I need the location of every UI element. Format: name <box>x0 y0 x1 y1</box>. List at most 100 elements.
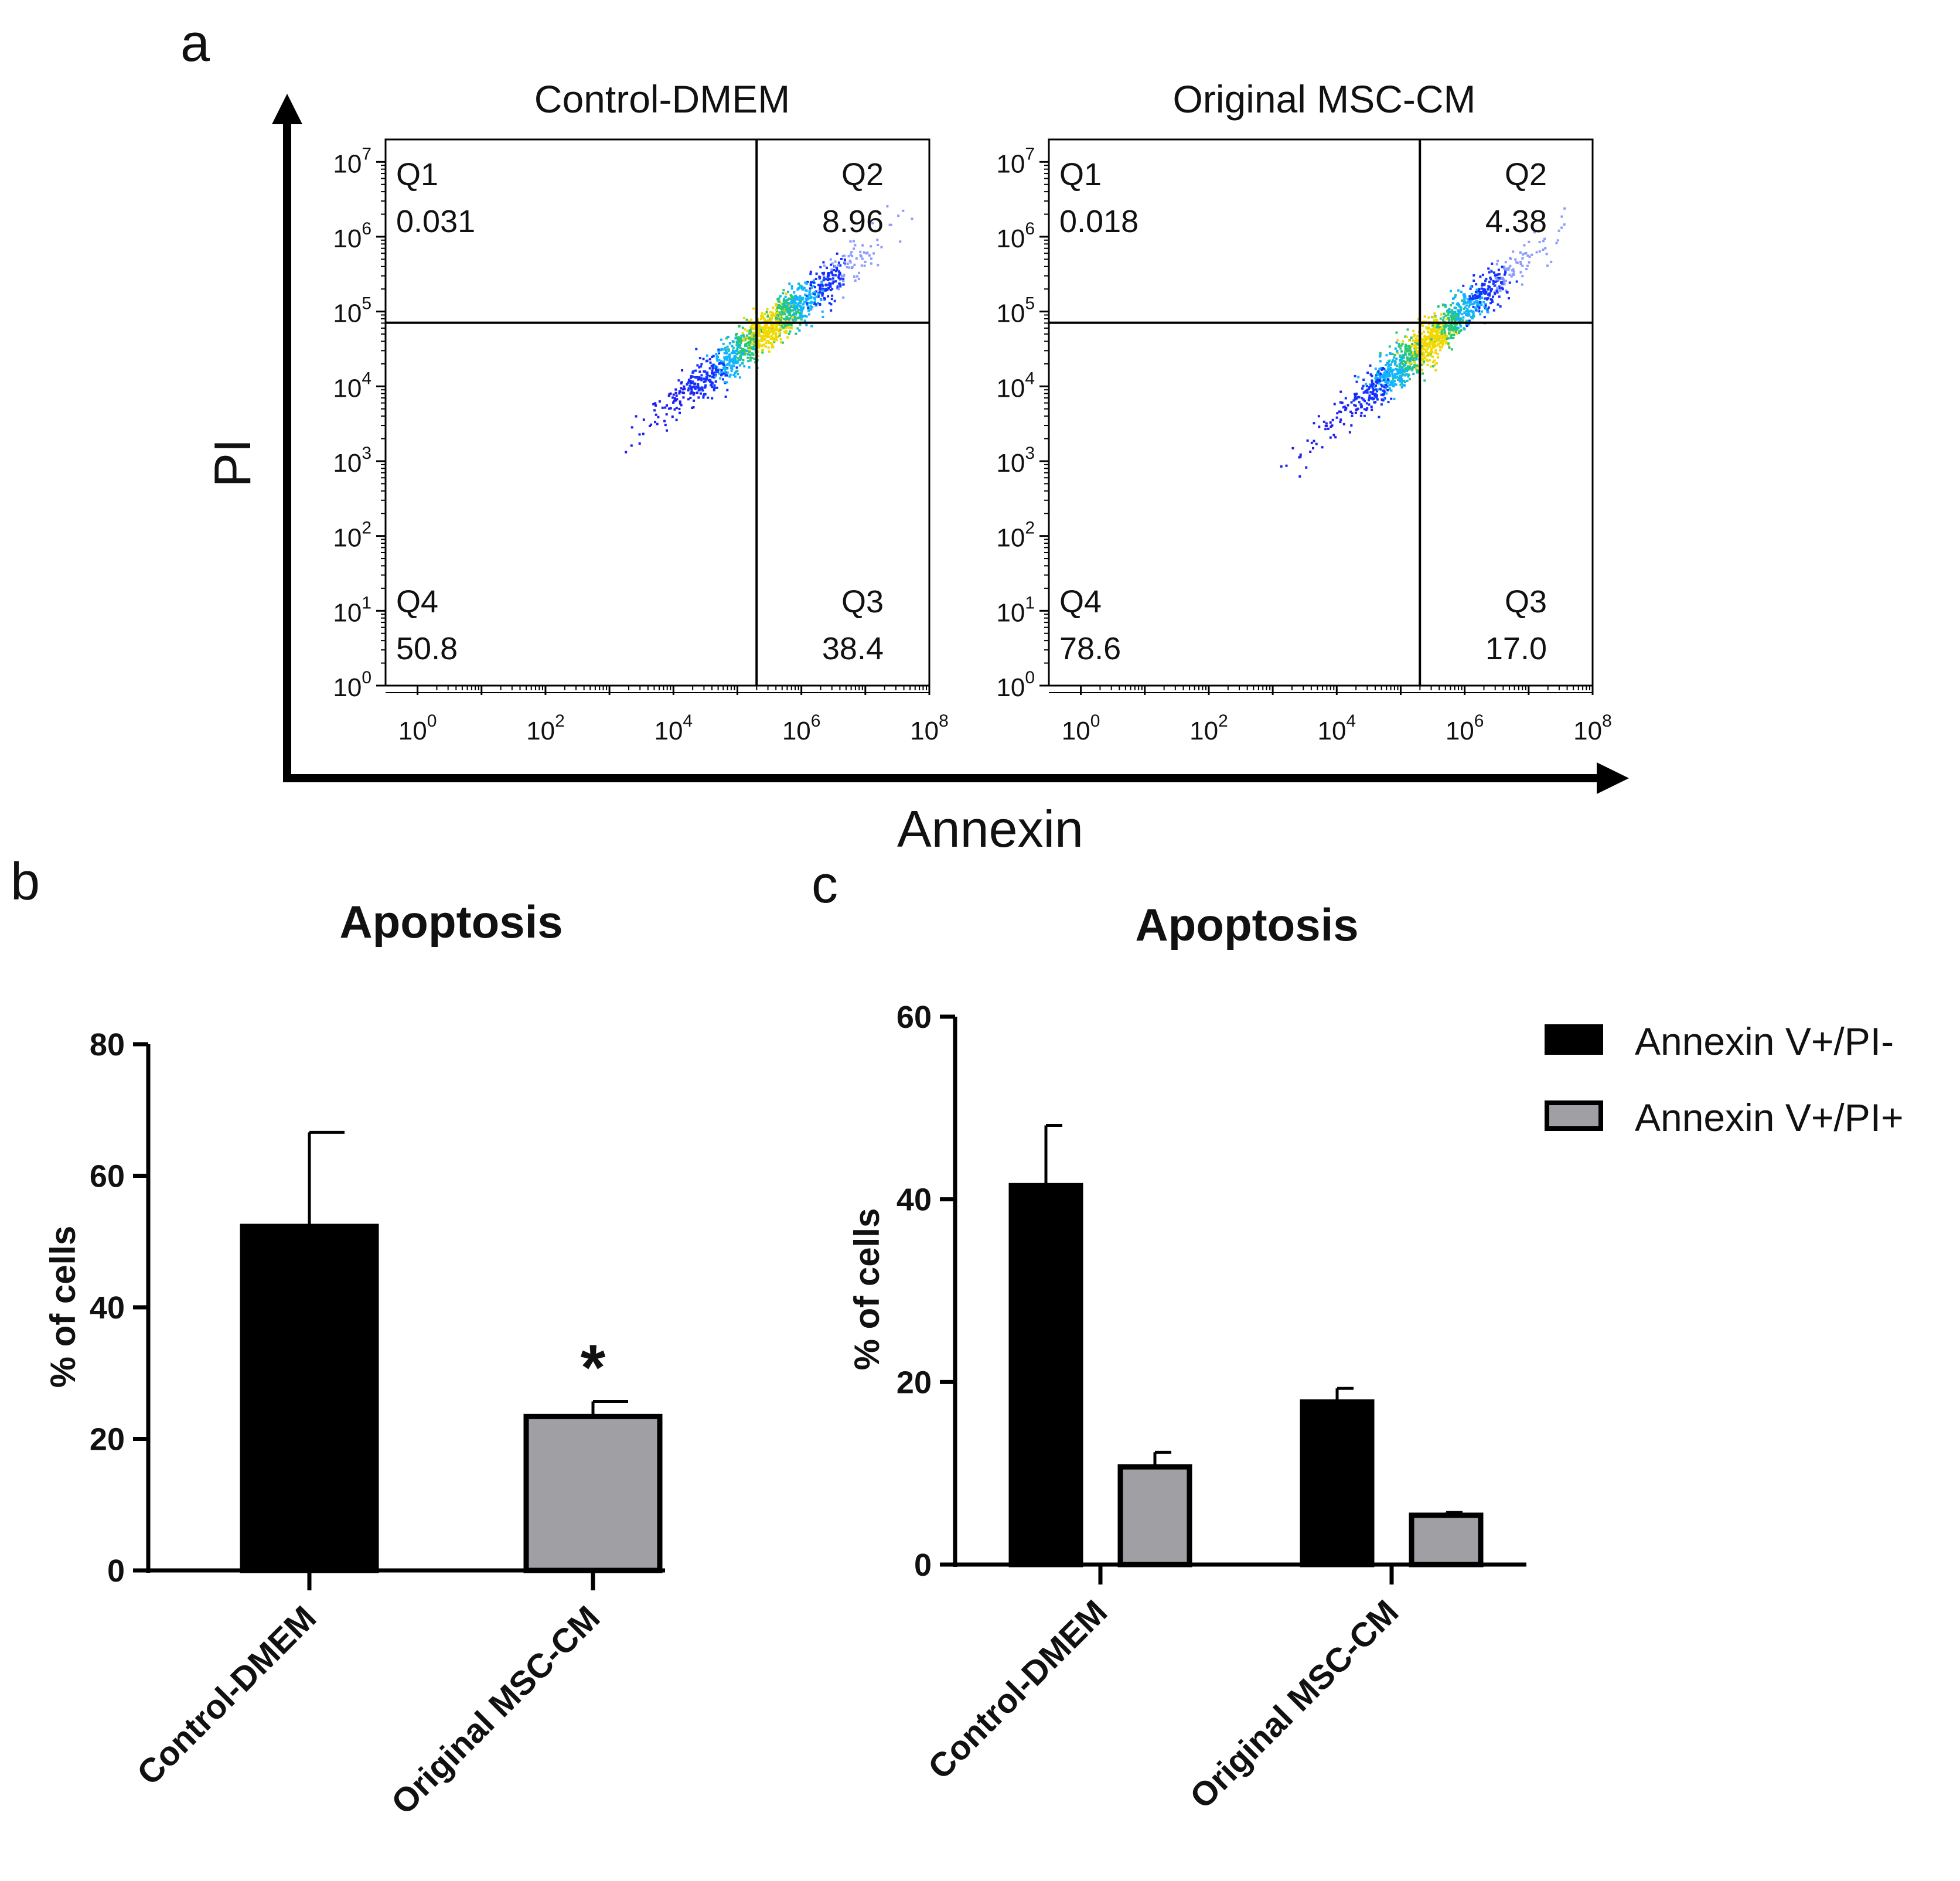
event-dot <box>753 344 756 347</box>
event-dot <box>1477 303 1480 306</box>
event-dot <box>1423 379 1426 382</box>
event-dot <box>699 392 702 395</box>
event-dot <box>830 298 833 301</box>
event-dot <box>834 270 837 272</box>
event-dot <box>1396 350 1399 353</box>
event-dot <box>772 326 775 329</box>
event-dot <box>1494 274 1497 277</box>
event-dot <box>1371 374 1373 377</box>
event-dot <box>836 267 838 270</box>
event-dot <box>713 389 715 391</box>
event-dot <box>714 380 717 383</box>
event-dot <box>1439 349 1442 352</box>
event-dot <box>1454 306 1457 309</box>
event-dot <box>776 312 779 315</box>
event-dot <box>1426 360 1429 363</box>
event-dot <box>680 382 683 385</box>
event-dot <box>799 300 801 303</box>
quadrant-percent: 50.8 <box>396 631 458 666</box>
event-dot <box>1376 381 1379 384</box>
event-dot <box>765 342 767 345</box>
event-dot <box>1447 308 1450 311</box>
event-dot <box>694 376 697 379</box>
bar <box>1300 1399 1375 1568</box>
event-dot <box>672 401 675 404</box>
event-dot <box>760 339 763 342</box>
event-dot <box>1355 408 1358 411</box>
event-dot <box>772 339 775 342</box>
event-dot <box>1429 365 1432 368</box>
event-dot <box>1386 370 1389 373</box>
event-dot <box>769 311 772 314</box>
event-dot <box>775 319 777 322</box>
event-dot <box>1400 369 1403 372</box>
event-dot <box>733 360 736 363</box>
event-dot <box>1519 271 1522 274</box>
event-dot <box>1443 339 1446 342</box>
event-dot <box>1444 314 1447 317</box>
event-dot <box>804 301 807 304</box>
event-dot <box>722 348 725 351</box>
event-dot <box>1462 316 1465 319</box>
event-dot <box>1450 289 1452 292</box>
event-dot <box>1437 339 1440 342</box>
bar-chart-title: Apoptosis <box>339 896 563 948</box>
event-dot <box>762 326 765 329</box>
event-dot <box>728 361 731 364</box>
event-dot <box>1472 274 1475 277</box>
event-dot <box>687 381 690 384</box>
event-dot <box>1420 332 1423 335</box>
y-tick-label: 106 <box>333 219 371 253</box>
x-tick-label: 108 <box>1573 711 1612 745</box>
event-dot <box>1499 289 1502 292</box>
event-dot <box>789 312 791 315</box>
event-dot <box>1487 306 1490 309</box>
event-dot <box>1342 406 1345 409</box>
y-tick-label: 0 <box>914 1548 932 1583</box>
flow-plot-control-dmem: Control-DMEMQ10.031Q28.96Q338.4Q450.8100… <box>333 77 948 745</box>
event-dot <box>654 421 656 424</box>
event-dot <box>1380 385 1383 388</box>
event-dot <box>769 326 772 329</box>
event-dot <box>1330 425 1332 428</box>
event-dot <box>777 328 780 331</box>
bar-chart-title: Apoptosis <box>1135 899 1358 950</box>
event-dot <box>1372 387 1375 390</box>
event-dot <box>656 422 659 425</box>
y-tick-label: 101 <box>333 593 371 627</box>
event-dot <box>762 343 765 346</box>
event-dot <box>716 369 719 372</box>
event-dot <box>735 349 738 352</box>
event-dot <box>749 359 752 362</box>
event-dot <box>1448 346 1451 349</box>
event-dot <box>761 316 763 319</box>
event-dot <box>1461 313 1464 316</box>
event-dot <box>1376 388 1379 391</box>
event-dot <box>817 284 820 287</box>
event-dot <box>731 345 734 347</box>
event-dot <box>1516 261 1519 264</box>
event-dot <box>1392 369 1395 372</box>
event-dot <box>778 306 781 309</box>
event-dot <box>1363 408 1366 411</box>
event-dot <box>1417 346 1420 349</box>
event-dot <box>746 342 749 345</box>
y-tick-label: 106 <box>996 219 1035 253</box>
event-dot <box>734 372 737 375</box>
event-dot <box>1461 319 1464 322</box>
event-dot <box>703 380 705 383</box>
event-dot <box>1383 386 1386 389</box>
event-dot <box>1415 338 1417 340</box>
event-dot <box>1556 239 1559 242</box>
y-tick-label: 60 <box>897 1000 932 1035</box>
event-dot <box>797 282 800 285</box>
event-dot <box>1436 333 1439 336</box>
event-dot <box>1382 399 1385 402</box>
event-dot <box>1332 434 1335 437</box>
quadrant-percent: 4.38 <box>1485 204 1547 239</box>
event-dot <box>725 374 728 377</box>
event-dot <box>784 325 787 328</box>
event-dot <box>1391 381 1394 384</box>
event-dot <box>1484 280 1487 282</box>
event-dot <box>756 333 759 336</box>
